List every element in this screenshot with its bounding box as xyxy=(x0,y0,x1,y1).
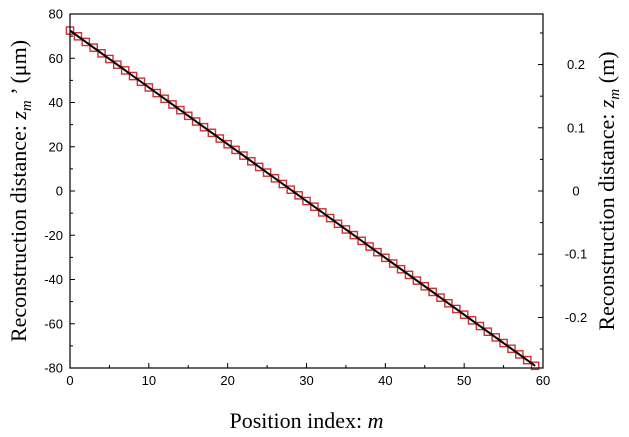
data-point-marker xyxy=(349,230,359,240)
ticks-layer: 0 10 20 30 40 50 60 -80 -60 -40 -20 0 20 40 60 80 -0.2 -0… xyxy=(44,7,587,389)
y-right-tick-label: 0.2 xyxy=(567,57,585,72)
y-left-tick-label: 80 xyxy=(49,7,63,22)
data-point-marker xyxy=(105,54,114,64)
y-right-title-var: z xyxy=(594,99,619,109)
fit-line xyxy=(69,29,536,367)
y-left-tick-label: 20 xyxy=(49,139,63,154)
data-point-marker xyxy=(451,304,461,314)
data-point-marker xyxy=(459,310,469,319)
data-point-marker xyxy=(231,145,240,155)
x-tick-label: 30 xyxy=(299,373,313,388)
data-point-marker xyxy=(491,333,501,342)
data-point-marker xyxy=(483,327,493,337)
y-right-title-prefix: Reconstruction distance: xyxy=(594,108,619,330)
data-point-marker xyxy=(89,43,98,52)
x-tick-label: 50 xyxy=(457,373,471,388)
data-point-marker xyxy=(365,242,374,251)
data-point-marker xyxy=(317,208,327,217)
data-point-marker xyxy=(436,293,445,302)
data-point-marker xyxy=(239,151,248,160)
data-layer xyxy=(65,26,540,371)
data-point-marker xyxy=(530,361,540,371)
y-left-title-prime: ’ xyxy=(6,84,31,101)
data-point-marker xyxy=(152,88,162,98)
y-left-title-prefix: Reconstruction distance: xyxy=(6,120,31,342)
data-point-marker xyxy=(144,83,154,92)
x-tick-label: 10 xyxy=(142,373,156,388)
y-right-title-unit: (m) xyxy=(594,51,619,83)
data-point-marker xyxy=(310,202,319,212)
data-point-marker xyxy=(294,191,303,200)
x-tick-label: 0 xyxy=(66,373,73,388)
data-point-marker xyxy=(341,225,351,234)
data-point-marker xyxy=(381,253,390,263)
data-point-marker xyxy=(404,270,414,280)
data-point-marker xyxy=(191,117,201,126)
y-left-tick-label: -80 xyxy=(44,361,63,376)
y-left-title-sub: m xyxy=(19,100,35,111)
data-point-marker xyxy=(223,139,232,149)
y-left-title-var: z xyxy=(6,111,31,121)
y-left-tick-label: -60 xyxy=(44,316,63,331)
y-left-tick-label: -40 xyxy=(44,272,63,287)
y-right-tick-label: 0.1 xyxy=(567,120,585,135)
data-point-marker xyxy=(183,111,193,121)
y-axis-right-title: Reconstruction distance: zm (m) xyxy=(594,51,623,330)
y-right-tick-label: 0 xyxy=(572,184,579,199)
data-point-marker xyxy=(207,128,217,138)
data-point-marker xyxy=(333,219,343,229)
x-axis-title-var: m xyxy=(368,408,384,433)
y-left-tick-label: 60 xyxy=(49,51,63,66)
data-point-marker xyxy=(357,236,366,246)
y-left-tick-label: 0 xyxy=(56,184,63,199)
data-point-marker xyxy=(428,287,437,297)
data-point-marker xyxy=(278,179,288,189)
y-left-tick-label: -20 xyxy=(44,228,63,243)
y-right-title-sub: m xyxy=(607,89,623,100)
data-point-marker xyxy=(475,321,485,331)
data-point-marker xyxy=(199,122,209,132)
x-tick-label: 40 xyxy=(378,373,392,388)
data-point-marker xyxy=(262,168,272,177)
data-point-marker xyxy=(507,344,516,354)
data-point-marker xyxy=(254,162,264,172)
y-right-tick-label: -0.1 xyxy=(565,247,587,262)
data-point-marker xyxy=(73,31,83,41)
data-point-marker xyxy=(160,94,169,104)
data-point-marker xyxy=(120,66,130,75)
y-right-tick-label: -0.2 xyxy=(565,310,587,325)
x-tick-label: 20 xyxy=(220,373,234,388)
data-point-marker xyxy=(412,276,422,285)
data-point-marker xyxy=(97,49,106,58)
data-point-marker xyxy=(286,185,296,194)
x-axis-title-text: Position index: xyxy=(229,408,362,433)
data-point-marker xyxy=(136,77,146,87)
data-point-marker xyxy=(522,355,532,365)
data-point-marker xyxy=(215,134,225,143)
data-point-marker xyxy=(128,71,138,81)
data-point-marker xyxy=(270,174,280,183)
data-point-marker xyxy=(388,259,398,268)
x-axis-title: Position index: m xyxy=(229,408,383,433)
data-point-marker xyxy=(444,298,453,308)
data-point-marker xyxy=(515,350,524,359)
data-point-marker xyxy=(420,281,430,291)
data-point-marker xyxy=(81,37,91,47)
x-tick-label: 60 xyxy=(536,373,550,388)
y-left-tick-label: 40 xyxy=(49,95,63,110)
data-point-marker xyxy=(247,156,256,166)
data-point-marker xyxy=(499,338,508,348)
data-point-marker xyxy=(325,213,335,223)
y-axis-left-title: Reconstruction distance: zm ’ (μm) xyxy=(6,40,35,342)
plot-frame xyxy=(69,13,544,369)
data-point-marker xyxy=(168,100,177,109)
data-point-marker xyxy=(467,316,477,325)
data-point-marker xyxy=(373,247,382,257)
data-point-marker xyxy=(112,60,122,69)
data-point-marker xyxy=(176,105,185,115)
data-point-marker xyxy=(396,264,406,274)
y-left-title-unit: (μm) xyxy=(6,40,31,84)
data-point-marker xyxy=(302,196,311,206)
